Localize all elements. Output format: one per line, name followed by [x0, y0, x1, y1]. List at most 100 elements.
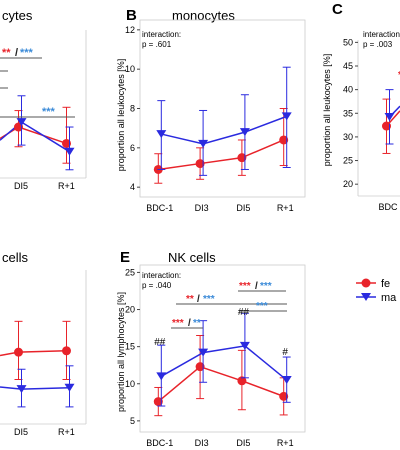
a-sig-2: *** [20, 47, 34, 59]
e-ytick-label: 20 [125, 305, 135, 315]
panel-a-sig: ** / *** *** [0, 47, 75, 118]
c-ylabel: proportion all leukocytes [%] [322, 54, 332, 167]
e-sig-2-slash: / [197, 294, 200, 305]
c-sig: * [398, 70, 400, 81]
c-ytick-label: 20 [343, 179, 353, 189]
d-point-0-1 [62, 346, 71, 356]
d-line-1 [21, 386, 70, 390]
c-xtick-label: BDC [378, 202, 398, 212]
e-xtick-label: BDC-1 [146, 438, 173, 448]
b-xtick-label: DI3 [195, 203, 209, 213]
e-sig-2: ** [186, 294, 194, 305]
c-stat-2: p = .003 [363, 40, 393, 49]
legend-female-label: fe [381, 278, 390, 290]
legend-male-label: ma [381, 292, 397, 304]
b-ytick-label: 4 [130, 182, 135, 192]
e-sig-4-slash: / [188, 318, 191, 329]
d-xtick-1: R+1 [58, 427, 75, 437]
e-point-1-2 [239, 341, 250, 350]
b-point-0-3 [279, 135, 289, 145]
panel-d: cells DI5 R+1 [0, 250, 87, 437]
b-point-1-0 [156, 130, 167, 139]
b-point-1-3 [281, 112, 292, 121]
b-point-1-1 [198, 139, 209, 148]
c-stat-1: interaction [363, 30, 400, 39]
e-point-1-3 [281, 376, 292, 385]
e-ytick-label: 15 [125, 342, 135, 352]
panel-d-title: cells [2, 250, 29, 265]
e-ytick-label: 5 [130, 416, 135, 426]
c-ytick-label: 35 [343, 108, 353, 118]
c-ytick-label: 50 [343, 37, 353, 47]
a-point-1-0 [16, 118, 27, 127]
e-xtick-label: DI3 [195, 438, 209, 448]
legend-female-marker [361, 278, 371, 288]
c-ytick-label: 40 [343, 85, 353, 95]
e-sig-2b: *** [203, 294, 215, 305]
a-sig-slash: / [15, 47, 18, 59]
b-point-1-2 [239, 128, 250, 137]
a-line-1 [21, 121, 70, 153]
e-hash-1: ## [238, 307, 250, 318]
b-ytick-label: 6 [130, 143, 135, 153]
a-point-0-1 [62, 138, 71, 148]
c-ytick-label: 25 [343, 156, 353, 166]
panel-a-title: cytes [2, 8, 33, 23]
a-xtick-1: R+1 [58, 181, 75, 191]
e-sig-4: *** [172, 318, 184, 329]
e-sig-3: *** [256, 301, 268, 312]
b-stat-1: interaction: [142, 30, 181, 39]
b-line-0 [158, 139, 284, 171]
d-line-0 [18, 350, 67, 353]
b-ytick-label: 8 [130, 104, 135, 114]
e-sig-1b: *** [260, 281, 272, 292]
panel-b-letter: B [126, 7, 137, 24]
b-xtick-label: DI5 [236, 203, 250, 213]
a-sig-1: ** [2, 47, 11, 59]
e-frame [139, 264, 306, 433]
c-ytick-label: 45 [343, 61, 353, 71]
panel-a: cytes ** / *** *** DI5 R+1 [0, 8, 87, 191]
e-hash-2: # [282, 347, 288, 358]
e-point-0-3 [279, 391, 289, 401]
b-stat-2: p = .601 [142, 40, 172, 49]
panel-e: E NK cells interaction: p = .040 proport… [116, 249, 306, 448]
b-ytick-label: 12 [125, 25, 135, 35]
b-ytick-label: 10 [125, 64, 135, 74]
e-ytick-label: 25 [125, 267, 135, 277]
d-point-1-0 [16, 385, 27, 394]
e-ytick-label: 10 [125, 379, 135, 389]
e-point-1-0 [156, 372, 167, 381]
d-line-in-1 [0, 386, 22, 390]
panel-e-letter: E [120, 249, 130, 266]
e-hash-0: ## [154, 337, 166, 348]
e-sig: *** / *** ** / *** *** *** / ** [171, 281, 287, 329]
e-sig-1: *** [239, 281, 251, 292]
d-point-1-1 [64, 383, 75, 392]
b-xtick-label: R+1 [277, 203, 294, 213]
e-point-0-0 [153, 397, 163, 407]
e-line-0 [157, 365, 284, 403]
a-xtick-0: DI5 [14, 181, 28, 191]
c-line-out-1 [388, 105, 400, 118]
panel-e-title: NK cells [168, 250, 216, 265]
b-line-1 [161, 115, 287, 145]
b-xtick-label: BDC-1 [146, 203, 173, 213]
b-point-0-2 [237, 153, 247, 163]
e-sig-1-slash: / [255, 281, 258, 292]
e-point-0-2 [237, 376, 247, 386]
panel-b: B monocytes interaction: p = .601 propor… [116, 7, 306, 213]
d-point-0-0 [14, 347, 23, 357]
e-xtick-label: R+1 [277, 438, 294, 448]
b-point-0-1 [195, 159, 205, 169]
c-ytick-label: 30 [343, 132, 353, 142]
e-stat-1: interaction: [142, 271, 181, 280]
b-ylabel: proportion all leukocytes [%] [116, 59, 126, 172]
c-line-out-0 [385, 110, 400, 127]
e-sig-4b: ** [193, 318, 201, 329]
panel-c: C interaction p = .003 proportion all le… [322, 1, 400, 212]
panel-b-title: monocytes [172, 8, 235, 23]
e-stat-2: p = .040 [142, 281, 172, 290]
panel-c-letter: C [332, 1, 343, 18]
